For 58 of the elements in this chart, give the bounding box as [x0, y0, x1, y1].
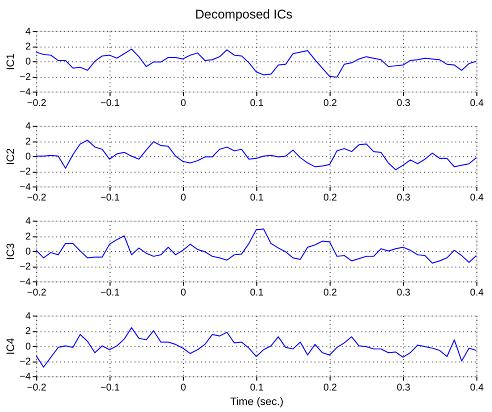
- y-tick-label: 2: [25, 42, 31, 53]
- y-tick-label: 4: [25, 121, 32, 132]
- x-tick-label: 0.4: [470, 382, 484, 394]
- y-tick-label: 0: [25, 56, 32, 68]
- x-tick-label: −0.2: [27, 288, 46, 299]
- y-tick-label: 0: [25, 246, 32, 258]
- x-tick-label: −0.2: [27, 192, 46, 204]
- y-tick-label: −4: [20, 87, 32, 98]
- y-tick-label: 4: [25, 310, 32, 322]
- x-tick-label: −0.2: [27, 382, 46, 394]
- y-axis-title: IC4: [4, 338, 17, 355]
- x-tick-label: −0.1: [100, 98, 120, 109]
- x-tick-label: 0.1: [250, 98, 264, 109]
- x-tick-label: 0.2: [323, 288, 337, 299]
- y-axis-title: IC2: [4, 148, 17, 165]
- y-tick-label: 0: [25, 152, 32, 163]
- line-series: [36, 140, 476, 170]
- x-tick-label: −0.1: [100, 288, 120, 299]
- x-tick-label: −0.1: [100, 192, 120, 204]
- x-tick-label: 0.2: [323, 98, 337, 109]
- line-series: [36, 48, 476, 78]
- y-tick-label: −2: [20, 166, 31, 178]
- y-tick-label: −2: [20, 72, 31, 83]
- y-tick-label: −4: [20, 372, 32, 383]
- y-tick-label: −4: [20, 276, 32, 288]
- line-series: [36, 327, 476, 368]
- x-tick-label: 0.1: [250, 192, 264, 204]
- y-tick-label: 4: [25, 216, 32, 228]
- x-tick-label: 0: [180, 98, 187, 109]
- line-series: [36, 228, 476, 264]
- y-tick-label: 2: [25, 231, 31, 242]
- x-tick-label: −0.1: [100, 382, 120, 394]
- x-tick-label: 0.4: [470, 192, 484, 204]
- chart-title: Decomposed ICs: [195, 6, 293, 22]
- x-tick-label: 0.4: [470, 288, 484, 299]
- y-tick-label: 2: [25, 136, 31, 148]
- x-tick-label: 0.1: [250, 382, 264, 394]
- x-tick-label: 0.2: [323, 382, 337, 394]
- x-tick-label: −0.2: [27, 98, 46, 109]
- x-axis-title: Time (sec.): [230, 396, 284, 408]
- x-tick-label: 0.3: [396, 288, 410, 299]
- y-tick-label: 4: [25, 26, 32, 38]
- y-tick-label: −2: [20, 262, 31, 273]
- x-tick-label: 0.3: [396, 382, 410, 394]
- x-tick-label: 0.2: [323, 192, 337, 204]
- y-tick-label: −2: [20, 356, 31, 368]
- x-tick-label: 0: [180, 288, 187, 299]
- y-tick-label: 2: [25, 326, 31, 338]
- x-tick-label: 0.3: [396, 192, 410, 204]
- x-tick-label: 0.4: [470, 98, 484, 109]
- x-tick-label: 0.1: [250, 288, 264, 299]
- y-tick-label: −4: [20, 182, 32, 193]
- y-tick-label: 0: [25, 341, 32, 352]
- x-tick-label: 0: [180, 382, 187, 394]
- x-tick-label: 0.3: [396, 98, 410, 109]
- y-axis-title: IC3: [4, 243, 17, 260]
- x-tick-label: 0: [180, 192, 187, 204]
- y-axis-title: IC1: [4, 53, 17, 70]
